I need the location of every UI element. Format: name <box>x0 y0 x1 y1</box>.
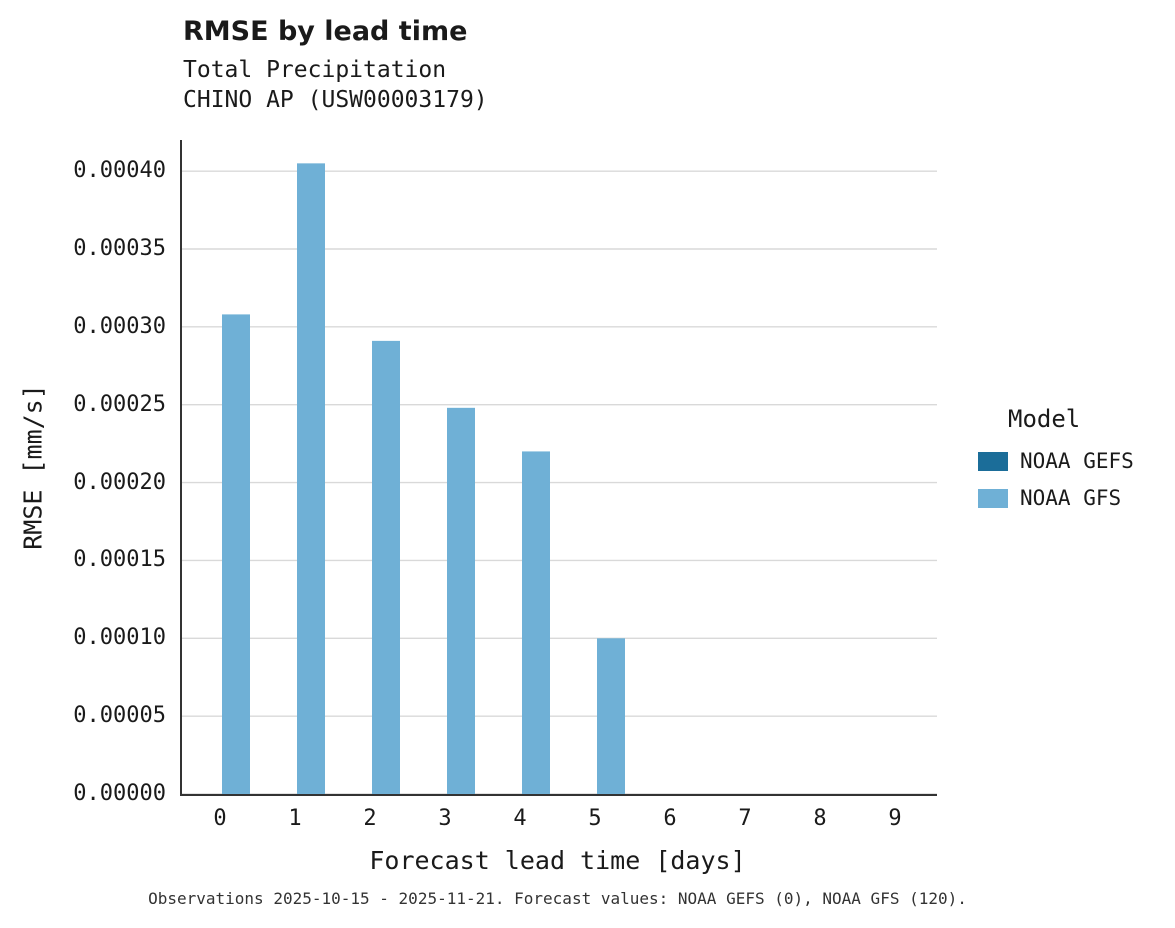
x-tick-label: 0 <box>213 806 227 831</box>
x-tick-label: 3 <box>438 806 452 831</box>
y-tick-label: 0.00015 <box>73 547 166 573</box>
chart-subtitle-variable: Total Precipitation <box>183 57 447 83</box>
legend-entry-noaa-gfs: NOAA GFS <box>978 486 1134 510</box>
y-tick-label: 0.00035 <box>73 236 166 261</box>
x-tick-label: 5 <box>588 806 602 831</box>
legend-entry-noaa-gefs: NOAA GEFS <box>978 449 1134 473</box>
x-tick-label: 6 <box>663 806 677 831</box>
legend-title: Model <box>1008 405 1081 433</box>
bar-noaa-gfs-lead-4 <box>522 451 550 794</box>
legend-label: NOAA GFS <box>1020 486 1122 510</box>
bar-noaa-gfs-lead-3 <box>447 407 475 794</box>
legend: Model NOAA GEFS NOAA GFS <box>978 405 1134 523</box>
legend-swatch <box>978 451 1008 471</box>
x-tick-label: 8 <box>813 806 827 831</box>
bar-noaa-gfs-lead-1 <box>297 163 325 794</box>
y-tick-label: 0.00000 <box>73 781 166 806</box>
y-tick-label: 0.00040 <box>73 158 166 184</box>
legend-swatch <box>978 488 1008 508</box>
y-tick-label: 0.00025 <box>73 391 166 417</box>
caption: Observations 2025-10-15 - 2025-11-21. Fo… <box>148 889 967 908</box>
x-tick-label: 9 <box>888 806 902 831</box>
title-block: RMSE by lead time Total Precipitation CH… <box>183 16 488 115</box>
x-tick-label: 7 <box>738 806 752 831</box>
bar-noaa-gfs-lead-2 <box>372 340 400 794</box>
y-tick-label: 0.00010 <box>73 625 166 651</box>
x-tick-label: 1 <box>288 806 302 831</box>
x-tick-label: 4 <box>513 806 527 831</box>
plot-area <box>180 140 937 796</box>
y-tick-label: 0.00020 <box>73 469 166 495</box>
chart-subtitle-station: CHINO AP (USW00003179) <box>183 87 488 113</box>
x-tick-label: 2 <box>363 806 377 831</box>
x-axis-title: Forecast lead time [days] <box>369 846 746 875</box>
bar-noaa-gfs-lead-5 <box>597 638 625 794</box>
y-tick-label: 0.00005 <box>73 703 166 729</box>
legend-label: NOAA GEFS <box>1020 449 1134 473</box>
bar-plot-canvas <box>182 163 937 795</box>
chart-title: RMSE by lead time <box>183 16 468 47</box>
legend-items: NOAA GEFS NOAA GFS <box>978 449 1134 510</box>
y-tick-label: 0.00030 <box>73 313 166 339</box>
bar-noaa-gfs-lead-0 <box>222 314 250 794</box>
